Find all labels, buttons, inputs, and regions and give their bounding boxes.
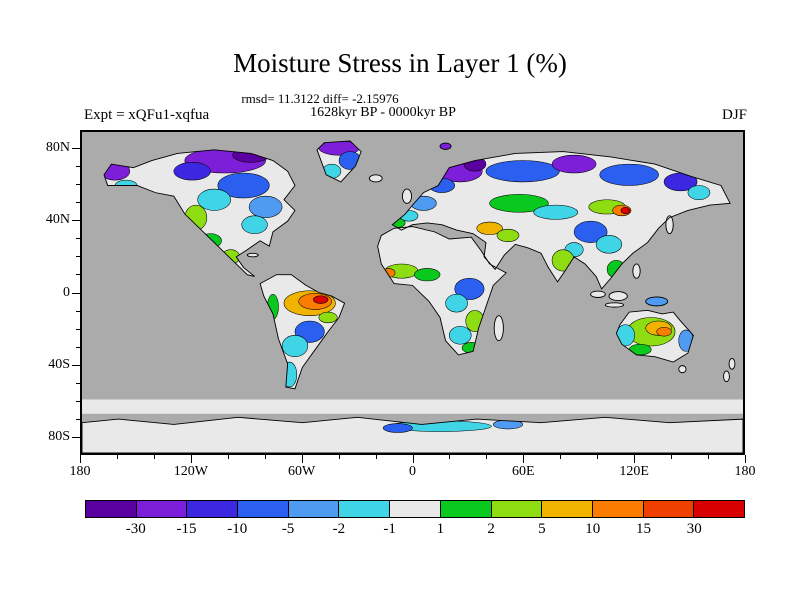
colorbar-tick-label: 1 bbox=[436, 521, 445, 537]
lon-tick-label: 180 bbox=[69, 464, 91, 479]
colorbar-segment bbox=[85, 500, 137, 518]
lon-tick-mark bbox=[523, 455, 525, 463]
colorbar-segment bbox=[389, 500, 441, 518]
colorbar-tick-label: -30 bbox=[125, 521, 146, 537]
season-label: DJF bbox=[722, 107, 748, 123]
colorbar-segment bbox=[591, 500, 644, 518]
colorbar-labels: -30 -15 -10 -5 -2 -1 1 2 5 10 15 30 bbox=[0, 521, 800, 541]
colorbar-segment bbox=[439, 500, 492, 518]
colorbar-tick-label: 30 bbox=[686, 521, 702, 537]
lon-minor-tick bbox=[153, 455, 155, 459]
lon-tick-label: 0 bbox=[409, 464, 416, 479]
colorbar-segment bbox=[541, 500, 593, 518]
lat-tick-label: 80S bbox=[48, 428, 70, 444]
colorbar-tick-label: 5 bbox=[538, 521, 546, 537]
lat-tick-label: 80N bbox=[45, 140, 70, 156]
lat-tick-mark bbox=[72, 148, 80, 150]
lon-tick-label: 180 bbox=[734, 464, 756, 479]
lat-tick-mark bbox=[72, 220, 80, 222]
period-line: 1628kyr BP - 0000kyr BP bbox=[310, 105, 456, 120]
lon-tick-mark bbox=[190, 455, 192, 463]
lon-tick-mark bbox=[745, 455, 746, 463]
lat-tick-mark bbox=[72, 364, 80, 366]
lon-minor-tick bbox=[560, 455, 562, 459]
lon-minor-tick bbox=[671, 455, 673, 459]
lon-tick-label: 120W bbox=[173, 464, 208, 479]
map-svg bbox=[82, 132, 743, 453]
stats-line: rmsd= 11.3122 diff= -2.15976 bbox=[241, 91, 399, 106]
colorbar-segment bbox=[338, 500, 391, 518]
lon-minor-tick bbox=[227, 455, 229, 459]
colorbar-tick-label: 15 bbox=[635, 521, 651, 537]
lon-tick-label: 60W bbox=[288, 464, 316, 479]
lon-minor-tick bbox=[375, 455, 377, 459]
plot-title: Moisture Stress in Layer 1 (%) bbox=[233, 48, 567, 78]
lat-tick-label: 40S bbox=[48, 356, 70, 372]
lon-tick-label: 60E bbox=[512, 464, 535, 479]
lon-minor-tick bbox=[486, 455, 488, 459]
colorbar-segment bbox=[237, 500, 289, 518]
lat-tick-mark bbox=[72, 436, 80, 438]
colorbar-tick-label: -5 bbox=[281, 521, 295, 537]
colorbar-segment bbox=[490, 500, 543, 518]
lon-tick-mark bbox=[80, 455, 81, 463]
colorbar-segment bbox=[642, 500, 695, 518]
lon-tick-mark bbox=[634, 455, 636, 463]
colorbar-tick-label: 2 bbox=[487, 521, 495, 537]
colorbar-segment bbox=[287, 500, 340, 518]
lon-minor-tick bbox=[116, 455, 118, 459]
lon-tick-label: 120E bbox=[619, 464, 649, 479]
colorbar-tick-label: -15 bbox=[176, 521, 197, 537]
lon-minor-tick bbox=[338, 455, 340, 459]
colorbar-tick-label: 10 bbox=[585, 521, 601, 537]
lon-tick-mark bbox=[412, 455, 414, 463]
lon-minor-tick bbox=[708, 455, 710, 459]
colorbar-segment bbox=[135, 500, 188, 518]
experiment-label: Expt = xQFu1-xqfua bbox=[84, 107, 210, 123]
lon-minor-tick bbox=[597, 455, 599, 459]
lat-tick-label: 40N bbox=[45, 212, 70, 228]
lat-tick-mark bbox=[72, 292, 80, 294]
lon-minor-tick bbox=[449, 455, 451, 459]
colorbar-segment bbox=[186, 500, 239, 518]
colorbar-tick-label: -2 bbox=[332, 521, 346, 537]
colorbar bbox=[85, 500, 745, 518]
colorbar-segment bbox=[693, 500, 745, 518]
colorbar-tick-label: -1 bbox=[383, 521, 396, 537]
lat-tick-label: 0 bbox=[63, 284, 70, 300]
lon-minor-tick bbox=[264, 455, 266, 459]
world-map bbox=[80, 130, 745, 455]
lon-tick-mark bbox=[301, 455, 303, 463]
colorbar-tick-label: -10 bbox=[227, 521, 248, 537]
